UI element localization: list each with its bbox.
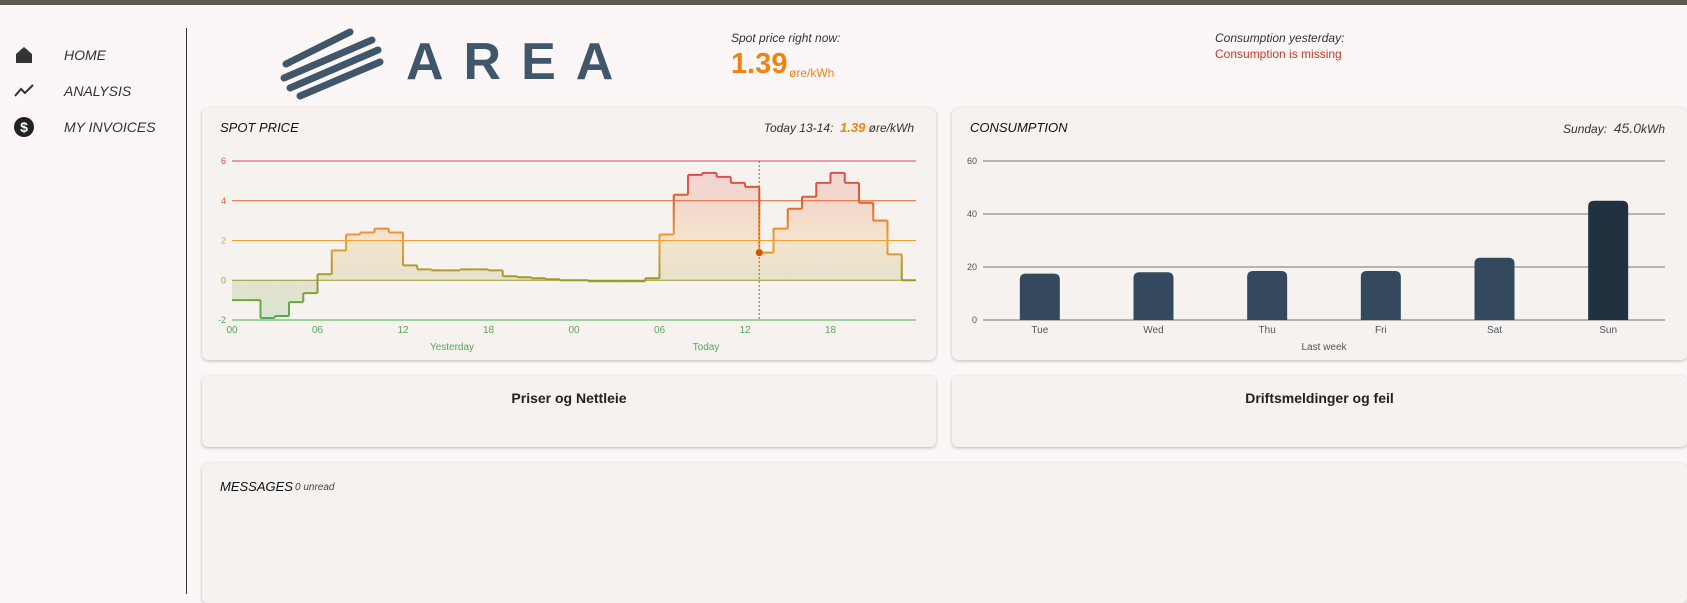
price-area [489, 270, 503, 280]
price-area [831, 173, 845, 280]
price-area [289, 280, 303, 302]
price-area [788, 209, 802, 281]
y-tick-label: 60 [967, 156, 977, 166]
price-area [816, 183, 830, 280]
price-area [232, 280, 246, 300]
x-tick-label: Sat [1487, 325, 1502, 336]
price-area [674, 195, 688, 280]
price-area [702, 173, 716, 280]
price-area [660, 235, 674, 281]
bar [1247, 271, 1287, 320]
price-area [873, 221, 887, 281]
price-area [261, 280, 275, 318]
now-marker [756, 249, 763, 256]
price-area [759, 253, 773, 281]
price-area [346, 235, 360, 281]
bar [1134, 272, 1174, 320]
y-tick-label: 0 [972, 315, 977, 325]
x-tick-label: 12 [397, 325, 409, 336]
y-tick-label: 20 [967, 262, 977, 272]
x-tick-label: 18 [483, 325, 495, 336]
price-area [360, 233, 374, 281]
bar [1588, 201, 1628, 320]
x-tick-label: Wed [1143, 325, 1163, 336]
y-tick-label: 0 [221, 275, 226, 285]
price-area [474, 269, 488, 280]
y-tick-label: 6 [221, 156, 226, 166]
price-area [859, 203, 873, 281]
price-area [389, 233, 403, 281]
day-label: Yesterday [430, 342, 474, 353]
price-area [774, 229, 788, 281]
x-tick-label: Tue [1031, 325, 1048, 336]
y-tick-label: 40 [967, 209, 977, 219]
bar [1020, 274, 1060, 320]
price-area [332, 250, 346, 280]
x-tick-label: 12 [739, 325, 751, 336]
bar [1361, 271, 1401, 320]
x-tick-label: Thu [1259, 325, 1276, 336]
x-tick-label: Sun [1599, 325, 1617, 336]
price-area [745, 187, 759, 280]
x-tick-label: 06 [654, 325, 666, 336]
y-tick-label: 2 [221, 236, 226, 246]
price-area [446, 270, 460, 280]
price-area [802, 197, 816, 280]
price-area [432, 270, 446, 280]
price-area [717, 177, 731, 280]
x-tick-label: 00 [226, 325, 238, 336]
price-area [731, 183, 745, 280]
y-tick-label: -2 [218, 315, 226, 325]
y-tick-label: 4 [221, 196, 226, 206]
price-area [275, 280, 289, 316]
price-area [417, 269, 431, 280]
x-tick-label: Fri [1375, 325, 1387, 336]
bar [1475, 258, 1515, 320]
x-tick-label: 06 [312, 325, 324, 336]
price-area [403, 265, 417, 280]
price-area [888, 254, 902, 280]
price-area [688, 175, 702, 280]
price-area [246, 280, 260, 300]
price-area [375, 229, 389, 281]
x-tick-label: 00 [568, 325, 580, 336]
x-tick-label: 18 [825, 325, 837, 336]
price-area [460, 269, 474, 280]
price-area [845, 183, 859, 280]
x-axis-label: Last week [1301, 342, 1347, 353]
price-area [303, 280, 317, 293]
day-label: Today [693, 342, 720, 353]
